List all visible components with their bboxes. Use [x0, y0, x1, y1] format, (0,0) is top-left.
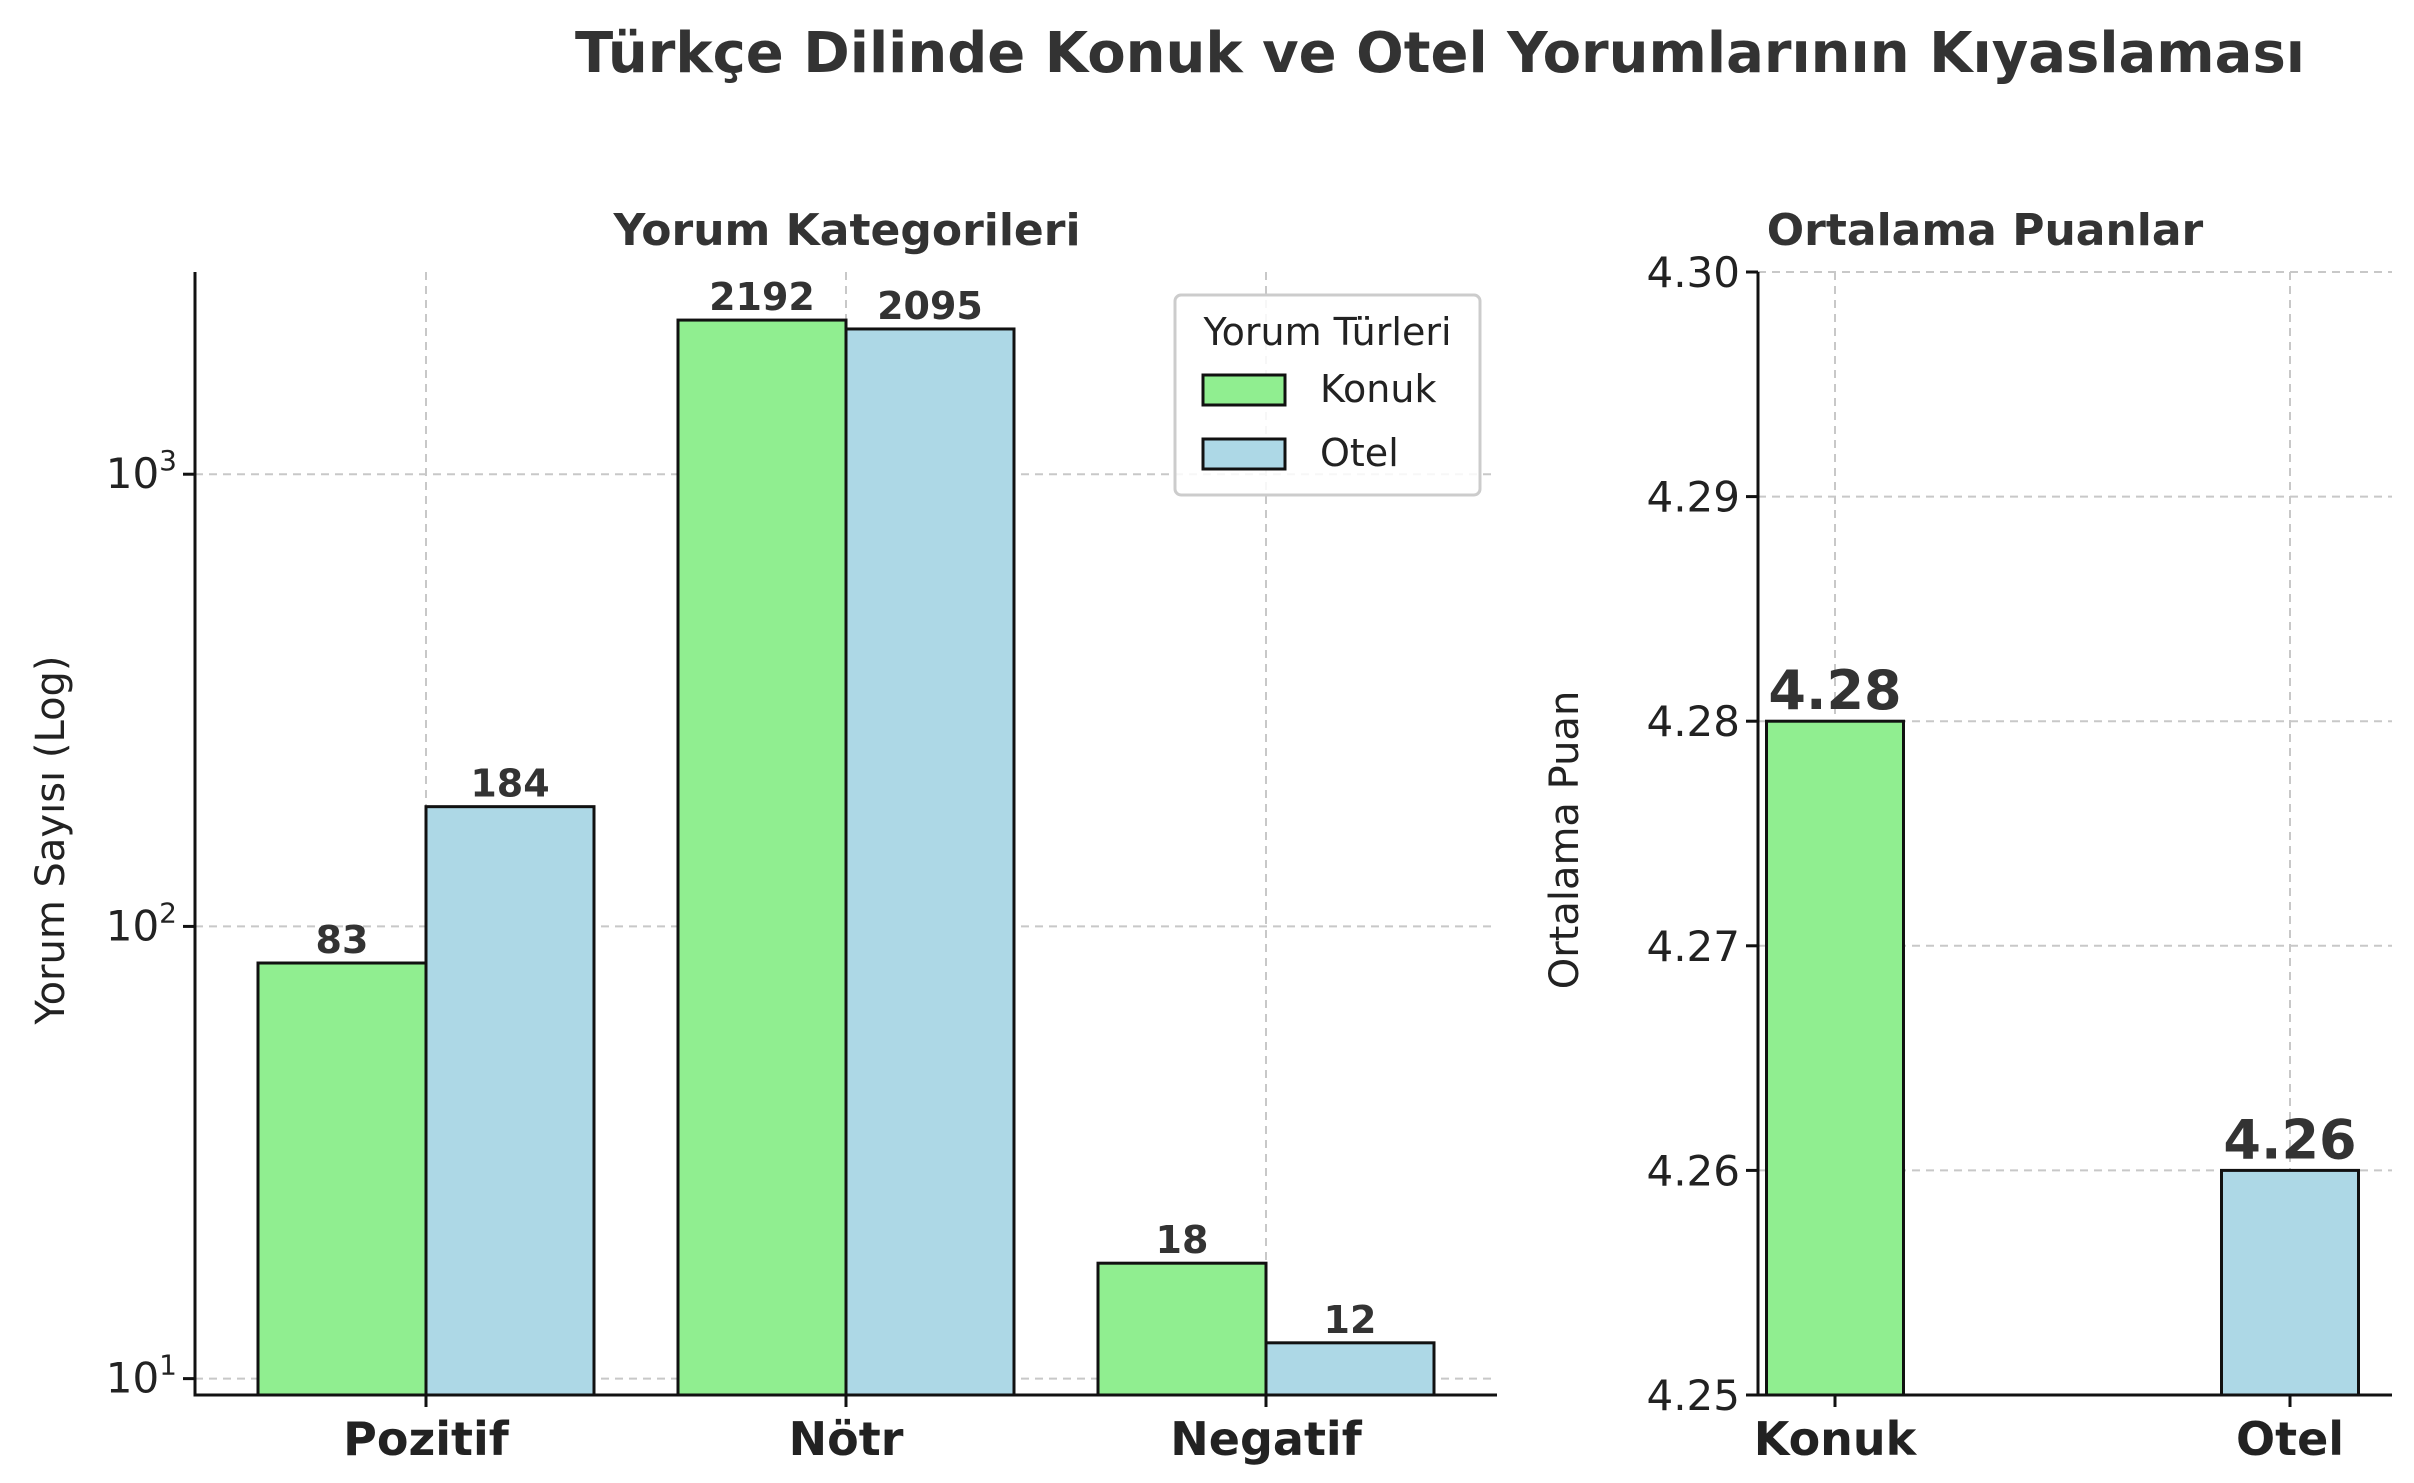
right-y-tick-label: 4.29: [1646, 473, 1740, 522]
left-chart-title: Yorum Kategorileri: [612, 205, 1080, 256]
x-tick-label-pozitif: Pozitif: [343, 1412, 510, 1466]
left-y-tick-label: 101: [106, 1349, 177, 1403]
bar-otel-negatif: [1264, 1341, 1436, 1397]
bar-value-label: 184: [470, 762, 549, 806]
left-y-tick-label: 103: [106, 444, 177, 498]
bar-avg-konuk: [1765, 719, 1905, 1397]
right-y-tick-label: 4.30: [1646, 248, 1740, 297]
legend-label-konuk: Konuk: [1320, 367, 1436, 411]
x-tick-label-negatif: Negatif: [1170, 1412, 1362, 1466]
bar-value-label: 83: [316, 918, 369, 962]
right-chart-panel: Ortalama Puanlar Ortalama Puan 4.284.26 …: [1542, 205, 2392, 1466]
legend-swatch-otel: [1201, 437, 1287, 471]
right-y-tick-label: 4.28: [1646, 697, 1740, 746]
x-tick-label-nötr: Nötr: [789, 1412, 904, 1466]
figure-title: Türkçe Dilinde Konuk ve Otel Yorumlarını…: [575, 21, 2305, 86]
right-y-tick-label: 4.25: [1646, 1371, 1740, 1420]
legend: Yorum Türleri Konuk Otel: [1173, 293, 1482, 497]
left-y-axis-label: Yorum Sayısı (Log): [28, 655, 74, 1025]
bar-value-label: 2095: [877, 284, 983, 328]
legend-label-otel: Otel: [1320, 431, 1399, 475]
bar-konuk-negatif: [1096, 1261, 1268, 1397]
bar-avg-otel: [2220, 1168, 2360, 1397]
right-y-tick-label: 4.26: [1646, 1146, 1740, 1195]
bar-value-label: 12: [1324, 1298, 1377, 1342]
bar-otel-pozitif: [424, 805, 596, 1397]
avg-value-label: 4.26: [2223, 1108, 2356, 1171]
avg-value-label: 4.28: [1768, 659, 1901, 722]
legend-title: Yorum Türleri: [1202, 310, 1451, 354]
right-y-tick-label: 4.27: [1646, 922, 1740, 971]
legend-swatch-konuk: [1201, 373, 1287, 407]
bar-otel-nötr: [844, 327, 1016, 1397]
right-axes-spine: [1756, 272, 2392, 1397]
left-axes-spine: [193, 272, 1497, 1397]
right-chart-title: Ortalama Puanlar: [1767, 205, 2204, 256]
bar-konuk-nötr: [676, 318, 848, 1397]
bar-value-label: 2192: [709, 275, 815, 319]
left-y-tick-label: 102: [106, 896, 177, 950]
right-y-axis-label: Ortalama Puan: [1542, 691, 1588, 990]
bar-value-label: 18: [1156, 1218, 1209, 1262]
x-tick-label-otel: Otel: [2236, 1412, 2344, 1466]
left-chart-panel: Yorum Kategorileri Yorum Sayısı (Log) 83…: [28, 205, 1497, 1466]
x-tick-label-konuk: Konuk: [1754, 1412, 1918, 1466]
bar-konuk-pozitif: [256, 961, 428, 1397]
